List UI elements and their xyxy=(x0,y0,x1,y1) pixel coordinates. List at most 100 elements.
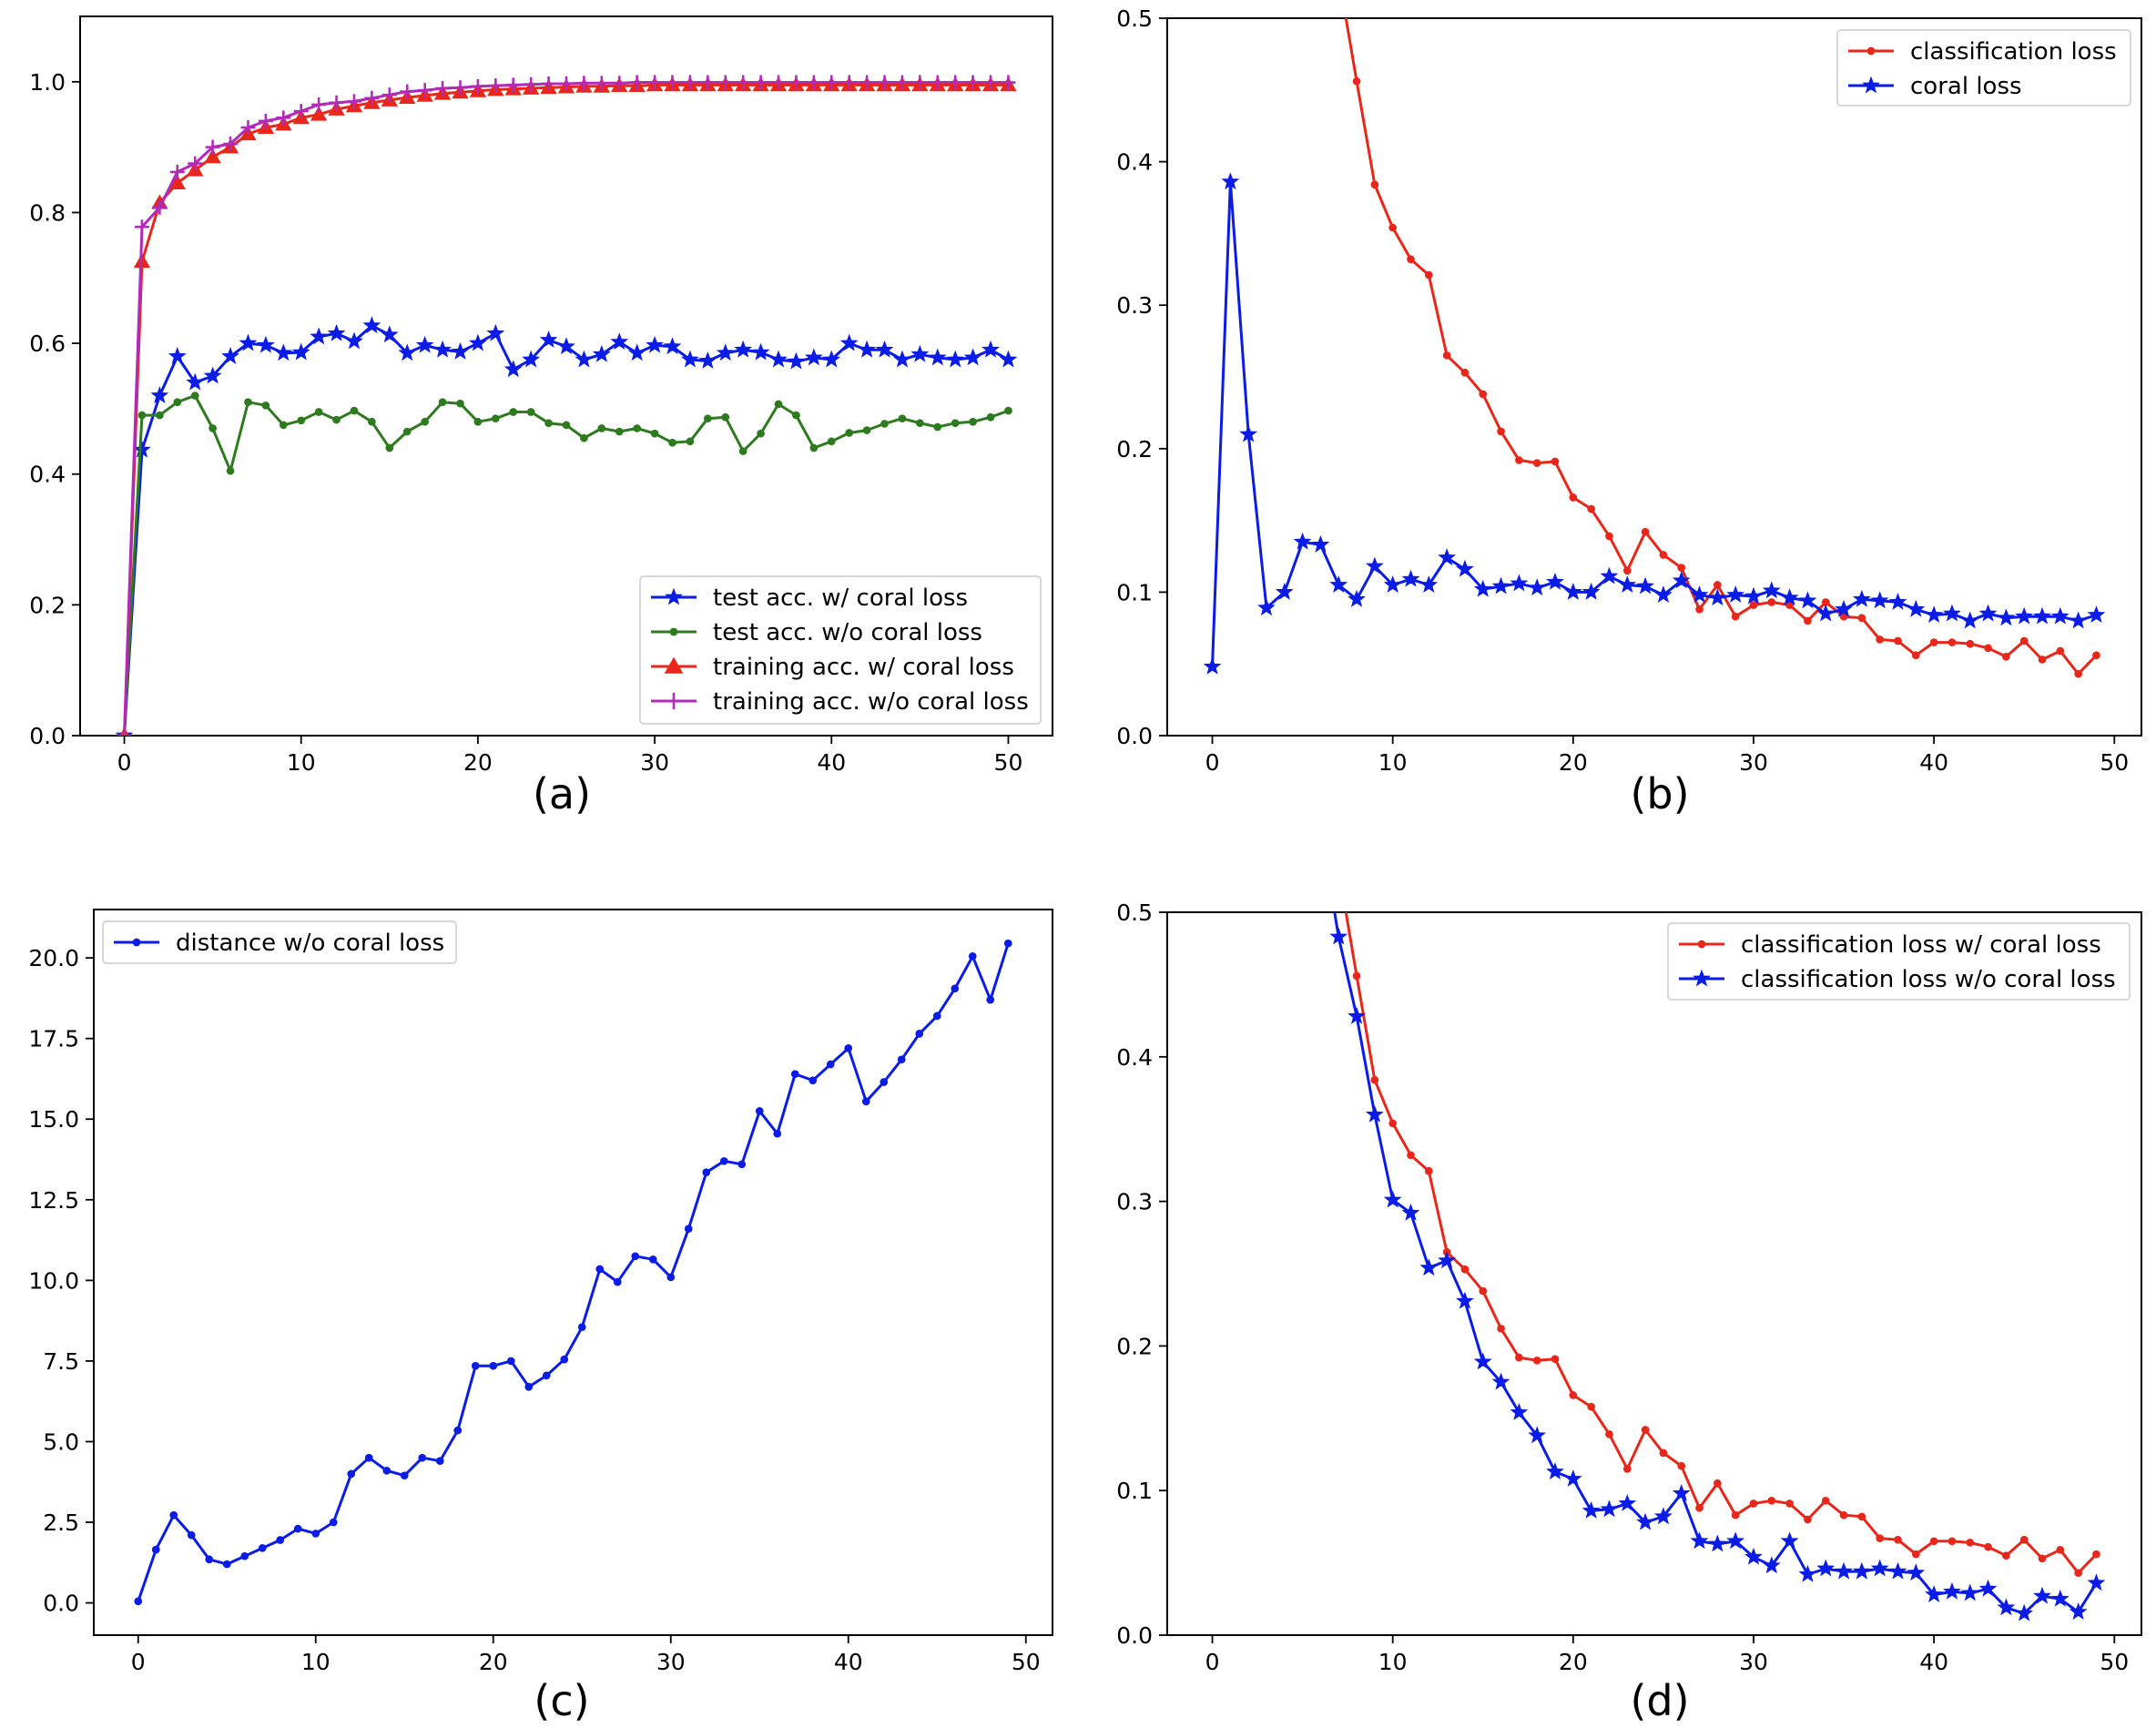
data-point xyxy=(187,1530,196,1540)
data-point xyxy=(1419,1258,1439,1276)
data-point xyxy=(1816,1559,1836,1577)
data-point xyxy=(1479,1286,1488,1296)
data-point xyxy=(1293,532,1312,550)
data-point xyxy=(311,97,327,112)
data-point xyxy=(757,429,765,438)
data-point xyxy=(327,323,346,341)
data-point xyxy=(208,424,217,432)
data-point xyxy=(506,1357,515,1366)
data-point xyxy=(1365,556,1384,574)
data-point xyxy=(1821,1496,1830,1505)
data-point xyxy=(771,75,787,90)
data-point xyxy=(1852,1561,1871,1580)
axes-frame xyxy=(1166,17,2142,737)
data-point xyxy=(385,443,394,452)
data-point xyxy=(968,952,977,961)
data-point xyxy=(169,164,185,179)
legend-swatch-marker xyxy=(1862,76,1880,94)
data-point xyxy=(310,106,328,121)
data-point xyxy=(190,391,199,400)
data-point xyxy=(346,94,361,109)
data-point xyxy=(1731,1510,1740,1520)
data-point xyxy=(1672,1483,1691,1501)
data-point xyxy=(915,1030,924,1038)
legend-entry: training acc. w/ coral loss xyxy=(713,654,1014,681)
legend-swatch-marker xyxy=(1697,940,1706,949)
data-point xyxy=(1857,1512,1866,1521)
data-point xyxy=(704,414,712,423)
data-point xyxy=(629,75,645,90)
data-point xyxy=(256,335,275,353)
y-tick-label: 0.1 xyxy=(1116,1478,1153,1504)
data-point xyxy=(1311,534,1330,553)
data-point xyxy=(650,429,659,438)
series-training-acc-w-o-coral-loss xyxy=(117,75,1016,736)
axes-frame xyxy=(79,15,1053,737)
data-point xyxy=(524,76,539,92)
data-point xyxy=(700,75,716,90)
legend-swatch-marker xyxy=(664,656,684,674)
data-point xyxy=(244,398,252,407)
data-point xyxy=(983,75,999,90)
data-point xyxy=(168,347,187,364)
data-point xyxy=(1257,598,1276,616)
x-tick-label: 20 xyxy=(479,1649,508,1675)
y-tick-label: 2.5 xyxy=(43,1509,79,1536)
data-point xyxy=(526,408,535,416)
data-point xyxy=(314,408,323,416)
data-point xyxy=(1275,582,1294,600)
data-point xyxy=(1636,1512,1655,1530)
y-tick-label: 0.3 xyxy=(1116,292,1153,319)
data-point xyxy=(1978,1579,1998,1597)
data-point xyxy=(557,337,575,355)
data-point xyxy=(1714,581,1722,589)
data-point xyxy=(898,414,907,423)
data-point xyxy=(932,1011,941,1021)
data-point xyxy=(1370,1075,1379,1084)
data-point xyxy=(1653,1507,1673,1525)
data-point xyxy=(205,139,220,155)
data-point xyxy=(203,366,222,384)
data-point xyxy=(1491,1372,1510,1390)
data-point xyxy=(1329,575,1348,593)
data-point xyxy=(928,348,947,366)
data-point xyxy=(1997,608,2016,626)
data-point xyxy=(1424,270,1433,280)
data-point xyxy=(1943,1581,1961,1600)
data-point xyxy=(1335,865,1343,873)
data-point xyxy=(969,417,977,426)
data-point xyxy=(1780,588,1799,606)
data-point xyxy=(769,350,788,368)
data-point xyxy=(2069,1602,2088,1621)
y-tick-label: 1.0 xyxy=(29,69,66,96)
data-point xyxy=(279,421,288,430)
data-point xyxy=(1714,1479,1722,1488)
data-point xyxy=(738,447,747,455)
data-point xyxy=(1641,1426,1650,1434)
data-point xyxy=(486,323,505,341)
data-point xyxy=(788,75,804,90)
data-point xyxy=(204,148,221,164)
data-point xyxy=(381,87,397,103)
data-point xyxy=(577,1323,586,1332)
y-tick-label: 10.0 xyxy=(28,1267,79,1294)
data-point xyxy=(734,340,753,358)
data-point xyxy=(1966,639,1975,648)
data-point xyxy=(364,90,380,106)
data-point xyxy=(1762,1556,1781,1574)
data-point xyxy=(1821,598,1830,606)
data-point xyxy=(240,1551,249,1560)
data-point xyxy=(1857,614,1866,623)
data-point xyxy=(1870,1559,1889,1577)
data-point xyxy=(350,406,359,415)
data-point xyxy=(2087,1573,2106,1591)
legend-swatch-marker xyxy=(665,587,683,605)
data-point xyxy=(1419,575,1439,593)
y-tick-label: 0.8 xyxy=(29,199,66,226)
y-tick-label: 0.4 xyxy=(29,462,66,488)
data-point xyxy=(844,1043,853,1052)
data-point xyxy=(456,399,464,408)
data-point xyxy=(398,343,417,361)
data-point xyxy=(205,1555,214,1564)
